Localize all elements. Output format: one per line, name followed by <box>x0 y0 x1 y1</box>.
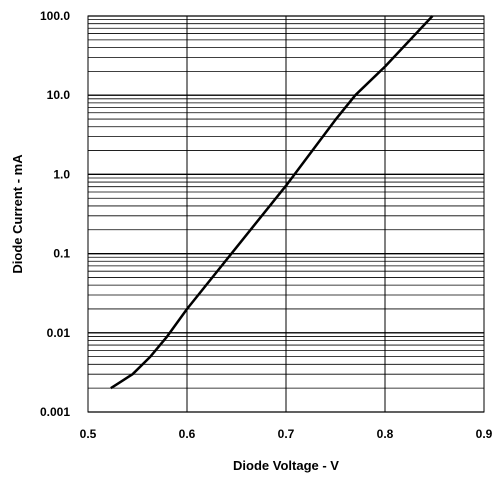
x-tick-label: 0.7 <box>278 427 295 441</box>
y-tick-label: 0.01 <box>47 326 71 340</box>
x-tick-labels: 0.5 0.6 0.7 0.8 0.9 <box>80 427 493 441</box>
grid <box>87 15 485 413</box>
y-tick-label: 10.0 <box>47 88 71 102</box>
x-tick-label: 0.5 <box>80 427 97 441</box>
y-tick-label: 100.0 <box>40 9 70 23</box>
y-axis-label: Diode Current - mA <box>10 154 25 274</box>
y-tick-label: 1.0 <box>53 167 70 181</box>
y-tick-label: 0.1 <box>53 247 70 261</box>
y-tick-labels: 0.001 0.01 0.1 1.0 10.0 100.0 <box>40 9 70 419</box>
x-axis-label: Diode Voltage - V <box>233 458 339 473</box>
x-tick-label: 0.9 <box>476 427 493 441</box>
y-tick-label: 0.001 <box>40 405 70 419</box>
series-layer <box>110 15 434 390</box>
series-line <box>110 15 434 390</box>
plot-frame <box>87 15 485 413</box>
x-tick-label: 0.6 <box>179 427 196 441</box>
x-tick-label: 0.8 <box>377 427 394 441</box>
